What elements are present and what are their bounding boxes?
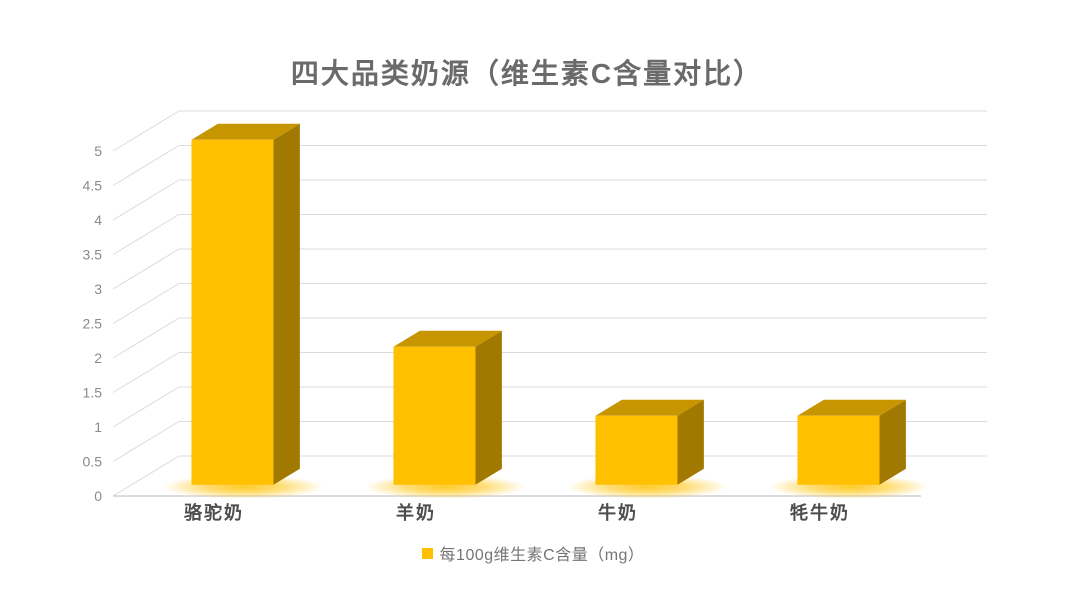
gridline-slant xyxy=(112,317,180,359)
bar-top-face xyxy=(191,123,300,140)
gridline-slant xyxy=(112,214,180,255)
legend-label: 每100g维生素C含量（mg） xyxy=(439,547,645,564)
x-axis-category-label: 牦牛奶 xyxy=(790,502,850,523)
y-axis-tick-label: 1 xyxy=(94,419,102,435)
legend: 每100g维生素C含量（mg） xyxy=(0,541,1080,565)
gridline-slant xyxy=(112,179,180,221)
y-axis-tick-label: 2 xyxy=(94,350,102,366)
bar-top-face xyxy=(393,330,502,347)
x-axis-category-label: 骆驼奶 xyxy=(184,502,244,523)
x-axis-category-label: 牛奶 xyxy=(598,502,638,523)
bar-side-face xyxy=(273,123,300,485)
y-axis-tick-label: 3 xyxy=(94,281,102,297)
gridline-slant xyxy=(112,145,180,186)
gridline-slant xyxy=(112,248,180,290)
x-axis-category-label: 羊奶 xyxy=(396,502,436,523)
gridline-slant xyxy=(112,421,180,462)
y-axis-tick-label: 0.5 xyxy=(83,454,103,470)
bar-top-face xyxy=(797,399,906,416)
bar-column-0 xyxy=(163,123,324,499)
y-axis-tick-label: 4 xyxy=(94,212,102,228)
bar-column-2 xyxy=(567,399,728,499)
gridline-slant xyxy=(112,386,180,428)
y-axis-tick-label: 2.5 xyxy=(83,316,103,332)
gridline-slant xyxy=(112,352,180,393)
bar-front-face xyxy=(191,139,274,485)
gridline-slant xyxy=(112,283,180,324)
bar-side-face xyxy=(879,399,906,485)
y-axis-tick-label: 3.5 xyxy=(83,247,103,263)
y-axis-tick-label: 5 xyxy=(94,143,102,159)
bar-side-face xyxy=(677,399,704,485)
gridline-slant xyxy=(112,455,180,497)
bar-top-face xyxy=(595,399,704,416)
gridline-slant xyxy=(112,110,180,152)
y-axis-tick-label: 0 xyxy=(94,488,102,504)
y-axis-tick-label: 1.5 xyxy=(83,385,103,401)
bar-column-1 xyxy=(365,330,526,499)
bar-front-face xyxy=(797,415,880,485)
chart-title: 四大品类奶源（维生素C含量对比） xyxy=(290,58,764,89)
bar-front-face xyxy=(595,415,678,485)
bar-front-face xyxy=(393,346,476,485)
legend-swatch xyxy=(421,547,433,559)
bar-column-3 xyxy=(769,399,930,499)
bar-side-face xyxy=(475,330,502,485)
y-axis-tick-label: 4.5 xyxy=(83,178,103,194)
